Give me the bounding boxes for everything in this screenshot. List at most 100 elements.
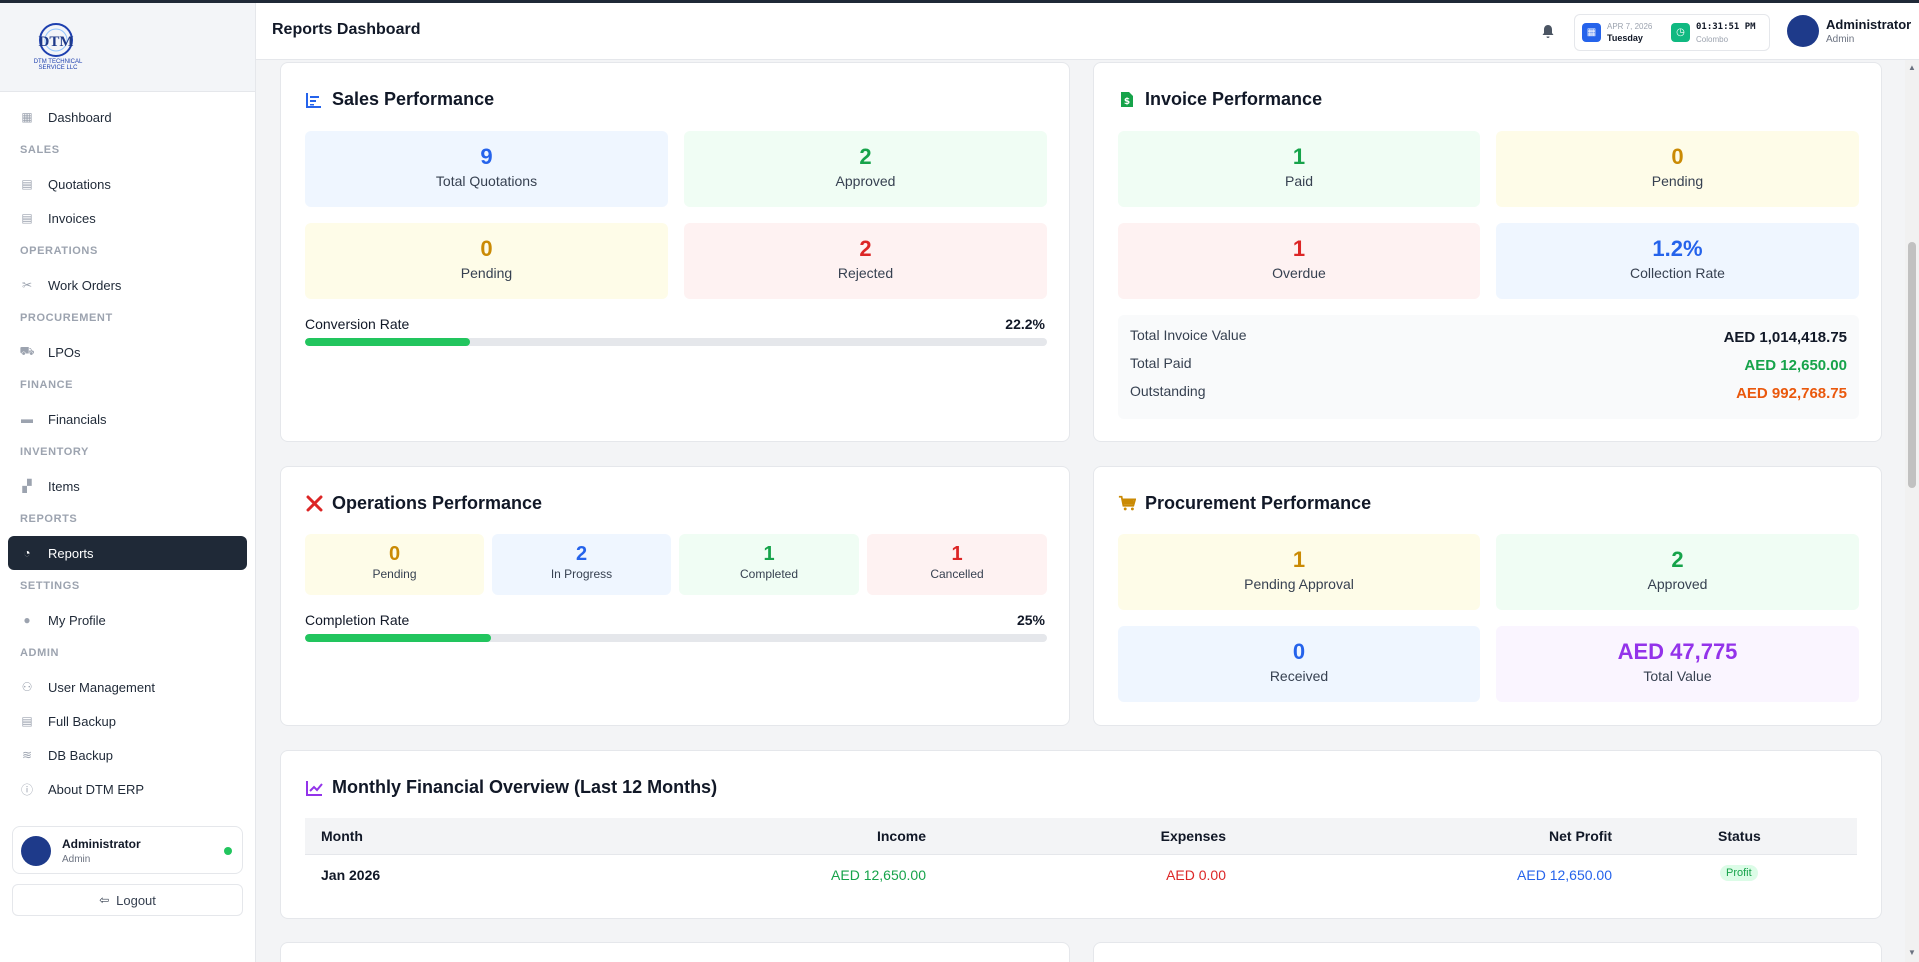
column-status[interactable]: Status xyxy=(1718,828,1761,844)
sidebar-item-my-profile[interactable]: ● My Profile xyxy=(8,603,247,637)
file-icon: ▤ xyxy=(21,177,33,191)
card-title: Operations Performance xyxy=(305,493,542,514)
sidebar-item-items[interactable]: ▞ Items xyxy=(8,469,247,503)
users-icon: ⚇ xyxy=(21,680,33,694)
sidebar-item-label: Reports xyxy=(48,545,94,561)
file-icon: ▤ xyxy=(21,714,33,728)
stat-paid: 1 Paid xyxy=(1118,131,1480,207)
boxes-icon: ▞ xyxy=(22,479,32,493)
page-scrollbar[interactable]: ▲ ▼ xyxy=(1905,60,1919,962)
stat-total-quotations: 9 Total Quotations xyxy=(305,131,668,207)
sidebar-item-about-dtm-erp[interactable]: ⓘ About DTM ERP xyxy=(8,772,247,806)
sidebar-item-label: Quotations xyxy=(48,176,111,192)
conversion-rate-value: 22.2% xyxy=(1005,316,1045,332)
database-icon: ≋ xyxy=(21,748,33,762)
invoice-dollar-icon: $ xyxy=(1118,91,1136,109)
sidebar-item-work-orders[interactable]: ✂ Work Orders xyxy=(8,268,247,302)
stat-total-value: AED 47,775 Total Value xyxy=(1496,626,1859,702)
calendar-icon: ▦ xyxy=(1582,23,1601,42)
sidebar-item-db-backup[interactable]: ≋ DB Backup xyxy=(8,738,247,772)
stat-value: 9 xyxy=(480,144,493,169)
top-bar: Reports Dashboard ▦ APR 7, 2026 Tuesday … xyxy=(256,3,1919,60)
scroll-thumb[interactable] xyxy=(1908,242,1916,488)
header-user-role: Admin xyxy=(1826,34,1855,45)
progress-fill xyxy=(305,634,491,642)
scroll-down-arrow-icon[interactable]: ▼ xyxy=(1908,948,1916,957)
stat-rejected: 2 Rejected xyxy=(684,223,1047,299)
grid-icon: ▦ xyxy=(21,110,33,124)
stat-value: 1.2% xyxy=(1652,236,1703,261)
stat-label: Pending xyxy=(372,567,417,581)
sidebar-section-reports: REPORTS xyxy=(20,513,78,525)
sidebar-item-reports[interactable]: ◔ Reports xyxy=(8,536,247,570)
wallet-icon: ▬ xyxy=(21,412,33,426)
time-label: 01:31:51 PM xyxy=(1696,22,1756,32)
header-user-name[interactable]: Administrator xyxy=(1826,17,1912,32)
stat-pending: 0 Pending xyxy=(305,223,668,299)
company-logo[interactable]: DTM DTM TECHNICAL SERVICE LLC xyxy=(20,22,96,72)
sidebar-item-label: Work Orders xyxy=(48,277,122,293)
date-label: APR 7, 2026 xyxy=(1607,22,1653,31)
stat-procurement-approved: 2 Approved xyxy=(1496,534,1859,610)
progress-fill xyxy=(305,338,470,346)
sidebar-section-admin: ADMIN xyxy=(20,647,60,659)
header-avatar[interactable] xyxy=(1787,15,1819,47)
stat-label: Paid xyxy=(1284,173,1314,189)
sidebar-item-financials[interactable]: ▬ Financials xyxy=(8,402,247,436)
sidebar-user-card[interactable]: Administrator Admin xyxy=(12,826,243,874)
stat-value: 0 xyxy=(480,236,493,261)
stat-label: In Progress xyxy=(550,567,613,581)
table-row[interactable]: Jan 2026 AED 12,650.00 AED 0.00 AED 12,6… xyxy=(305,855,1857,893)
logout-icon: ⇦ xyxy=(99,893,110,907)
stat-value: 1 xyxy=(1292,547,1306,572)
sidebar-section-operations: OPERATIONS xyxy=(20,245,98,257)
sidebar-user-name: Administrator xyxy=(62,837,141,851)
totals-label: Outstanding xyxy=(1130,383,1206,399)
logout-button[interactable]: ⇦ Logout xyxy=(12,884,243,916)
stat-value: 1 xyxy=(1292,144,1306,169)
sidebar: DTM DTM TECHNICAL SERVICE LLC ▦ Dashboard… xyxy=(0,0,256,962)
sidebar-item-invoices[interactable]: ▤ Invoices xyxy=(8,201,247,235)
column-income[interactable]: Income xyxy=(876,828,926,844)
stat-label: Pending Approval xyxy=(1244,576,1354,592)
sidebar-item-dashboard[interactable]: ▦ Dashboard xyxy=(8,100,247,134)
stat-value: 2 xyxy=(859,144,872,169)
stat-received: 0 Received xyxy=(1118,626,1480,702)
logo-initials: DTM xyxy=(39,34,74,50)
column-net-profit[interactable]: Net Profit xyxy=(1549,828,1612,844)
sidebar-section-procurement: PROCUREMENT xyxy=(20,312,113,324)
stat-label: Total Value xyxy=(1643,668,1712,684)
totals-value: AED 992,768.75 xyxy=(1736,385,1847,402)
sidebar-item-lpos[interactable]: ⛟ LPOs xyxy=(8,335,247,369)
stat-label: Cancelled xyxy=(930,567,984,581)
totals-value: AED 12,650.00 xyxy=(1744,357,1847,374)
procurement-performance-card: Procurement Performance 1 Pending Approv… xyxy=(1093,466,1882,726)
stat-ops-pending: 0 Pending xyxy=(305,534,484,595)
sidebar-section-finance: FINANCE xyxy=(20,379,74,391)
status-badge: Profit xyxy=(1720,865,1758,881)
stat-label: Collection Rate xyxy=(1630,265,1725,281)
total-paid-row: Total Paid AED 12,650.00 xyxy=(1130,355,1847,379)
tools-icon: ✂ xyxy=(21,278,33,292)
column-expenses[interactable]: Expenses xyxy=(1160,828,1226,844)
stat-value: 0 xyxy=(1671,144,1684,169)
cell-month: Jan 2026 xyxy=(321,867,381,883)
logout-label: Logout xyxy=(116,892,156,908)
stat-label: Pending xyxy=(1651,173,1704,189)
stat-label: Pending xyxy=(460,265,513,281)
scroll-up-arrow-icon[interactable]: ▲ xyxy=(1908,63,1916,72)
bell-icon[interactable] xyxy=(1538,21,1558,41)
bar-chart-icon xyxy=(305,91,323,109)
sidebar-item-full-backup[interactable]: ▤ Full Backup xyxy=(8,704,247,738)
cart-icon xyxy=(1118,495,1136,513)
card-title: Monthly Financial Overview (Last 12 Mont… xyxy=(305,777,717,798)
cart-icon: ⛟ xyxy=(19,344,35,358)
sidebar-item-quotations[interactable]: ▤ Quotations xyxy=(8,167,247,201)
sidebar-item-user-management[interactable]: ⚇ User Management xyxy=(8,670,247,704)
column-month[interactable]: Month xyxy=(321,828,363,844)
logo-mark-icon: DTM xyxy=(39,23,74,57)
card-title: Sales Performance xyxy=(305,89,494,110)
logo-area: DTM DTM TECHNICAL SERVICE LLC xyxy=(0,0,255,92)
stat-cancelled: 1 Cancelled xyxy=(867,534,1047,595)
monthly-title: Monthly Financial Overview (Last 12 Mont… xyxy=(332,777,718,797)
